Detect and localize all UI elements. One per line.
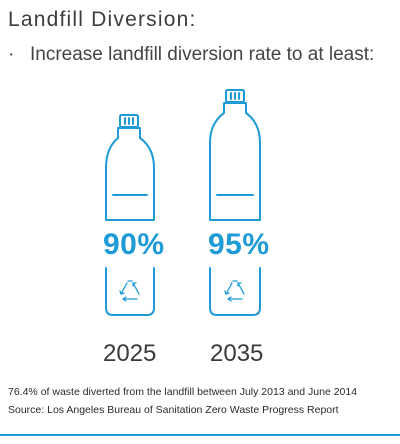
page-title: Landfill Diversion: (8, 8, 197, 31)
recycle-icon (119, 280, 140, 302)
target-percent-2035: 95% (208, 228, 270, 261)
subtitle-text: Increase landfill diversion rate to at l… (30, 44, 375, 65)
bottle-icon-2035 (209, 89, 261, 221)
subtitle-line: · Increase landfill diversion rate to at … (8, 44, 374, 66)
target-year-2025: 2025 (103, 340, 157, 367)
bottom-divider (0, 434, 400, 436)
recycle-bin-icon-2035 (209, 267, 261, 316)
recycle-bin-icon-2025 (105, 267, 155, 316)
bottle-icon-2025 (105, 114, 155, 221)
target-percent-2025: 90% (103, 228, 165, 261)
footer-note: 76.4% of waste diverted from the landfil… (8, 386, 358, 398)
footer-source: Source: Los Angeles Bureau of Sanitation… (8, 404, 339, 416)
target-year-2035: 2035 (210, 340, 264, 367)
recycle-icon (224, 280, 245, 302)
bullet-dot: · (8, 44, 15, 65)
